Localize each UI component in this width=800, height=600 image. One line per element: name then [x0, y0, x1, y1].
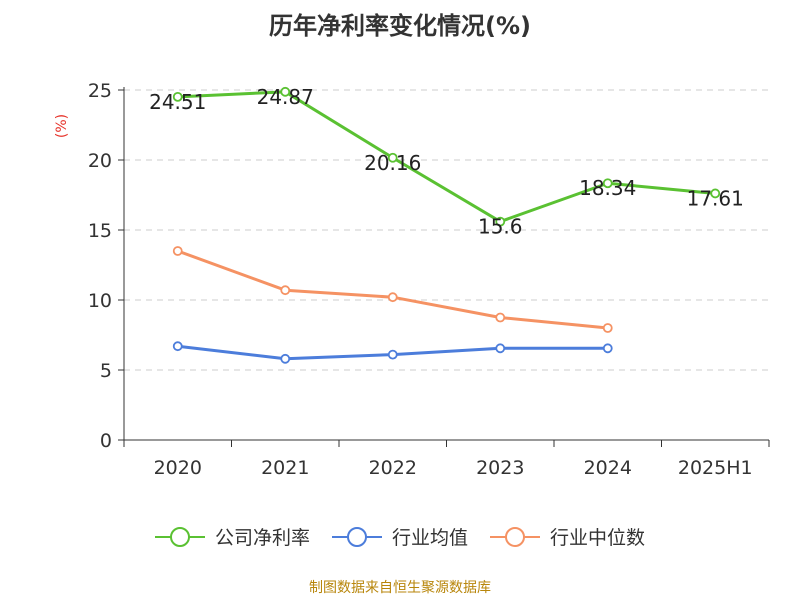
data-point [602, 323, 613, 333]
data-point [602, 343, 613, 354]
data-point [495, 343, 506, 354]
legend-marker [347, 527, 367, 547]
x-tick-label: 2022 [369, 457, 417, 479]
legend-marker [170, 527, 190, 547]
x-tick-label: 2024 [584, 457, 632, 479]
data-label: 15.6 [478, 215, 523, 239]
data-label: 18.34 [579, 176, 636, 200]
x-tick-label: 2025H1 [678, 457, 753, 479]
data-point [280, 353, 291, 364]
data-point [172, 91, 183, 102]
legend: 公司净利率 行业均值 行业中位数 [155, 527, 645, 549]
data-label: 24.87 [257, 85, 314, 109]
y-tick-label: 20 [88, 150, 112, 172]
axis-layer: 0 5 10 15 20 25 (%) 2020 2021 2022 2023 2024 2025H1 [54, 80, 770, 479]
grid-layer [124, 89, 769, 371]
y-tick-label: 5 [100, 360, 112, 382]
source-note: 制图数据来自恒生聚源数据库 [309, 580, 491, 596]
series-line-2 [177, 249, 608, 330]
series-layer [172, 86, 721, 364]
legend-label: 行业均值 [392, 527, 468, 549]
x-tick-label: 2020 [154, 457, 202, 479]
y-unit-label: (%) [54, 114, 70, 138]
y-tick-label: 10 [88, 290, 112, 312]
x-tick-label: 2023 [476, 457, 524, 479]
series-line-0 [177, 90, 716, 224]
x-tick-label: 2021 [261, 457, 309, 479]
legend-item-2: 行业中位数 [490, 527, 645, 549]
y-tick-label: 0 [100, 430, 112, 452]
data-point [495, 216, 506, 227]
data-label: 24.51 [149, 90, 206, 114]
chart-title: 历年净利率变化情况(%) [269, 12, 531, 40]
legend-marker [505, 527, 525, 547]
legend-label: 行业中位数 [550, 527, 645, 549]
data-point [602, 178, 613, 189]
data-point [172, 246, 183, 256]
legend-item-1: 行业均值 [332, 527, 468, 549]
y-tick-label: 25 [88, 80, 112, 102]
data-point [387, 152, 398, 163]
data-point [172, 341, 183, 352]
data-point [387, 349, 398, 360]
data-point [387, 292, 398, 303]
data-point [710, 188, 721, 199]
data-point [495, 312, 506, 323]
legend-item-0: 公司净利率 [155, 527, 310, 549]
data-label: 20.16 [364, 151, 421, 175]
legend-label: 公司净利率 [215, 527, 310, 549]
data-point [280, 86, 291, 97]
data-label-layer: 24.51 24.87 20.16 15.6 18.34 17.61 [149, 85, 744, 239]
data-label: 17.61 [687, 186, 744, 210]
y-tick-label: 15 [88, 220, 112, 242]
data-point [280, 285, 291, 296]
